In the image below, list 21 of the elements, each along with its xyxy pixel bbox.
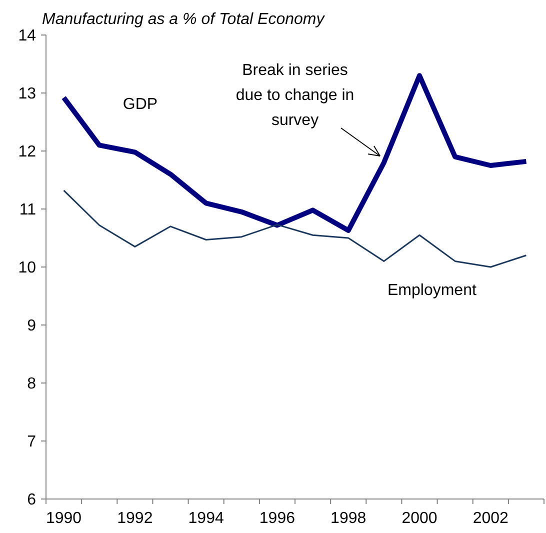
x-tick-label: 1990: [46, 510, 82, 527]
series-label: Employment: [388, 282, 477, 299]
annotation: Break in series due to change in survey: [236, 62, 354, 129]
y-tick-label: 6: [27, 492, 36, 509]
text: GDP: [122, 96, 158, 114]
x-tick-label: 1994: [188, 510, 224, 527]
y-tick-label: 14: [18, 28, 36, 45]
y-tick-label: 10: [18, 260, 36, 277]
y-tick-label: 8: [27, 376, 36, 393]
x-tick-label: 1992: [117, 510, 153, 527]
y-tick-label: 7: [27, 434, 36, 451]
y-tick-label: 12: [18, 144, 36, 161]
x-tick-label: 1996: [259, 510, 296, 527]
y-tick-label: 11: [19, 202, 36, 219]
line-series: [63, 190, 527, 268]
x-tick-label: 2002: [472, 510, 509, 527]
y-tick-label: 13: [18, 86, 36, 103]
x-tick-label: 1998: [330, 510, 366, 527]
y-tick-label: 9: [27, 318, 36, 335]
chart-title: Manufacturing as a % of Total Economy: [42, 11, 326, 28]
x-tick-label: 2000: [402, 510, 438, 527]
